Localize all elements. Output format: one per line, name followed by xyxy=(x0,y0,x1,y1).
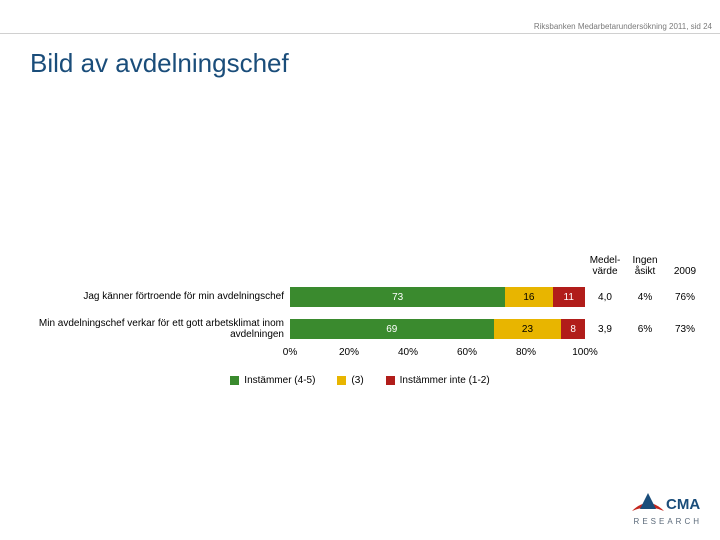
col-header-ingen-l2: åsikt xyxy=(635,266,656,277)
legend-label: Instämmer (4-5) xyxy=(244,375,315,386)
bar-track: 69238 xyxy=(290,319,585,339)
axis-tick: 0% xyxy=(283,347,297,358)
logo-subtext: RESEARCH xyxy=(634,517,702,526)
page-header: Riksbanken Medarbetarundersökning 2011, … xyxy=(0,20,720,34)
legend-label: Instämmer inte (1-2) xyxy=(400,375,490,386)
header-text: Riksbanken Medarbetarundersökning 2011, … xyxy=(534,22,712,31)
bar-segment-neutral: 16 xyxy=(505,287,552,307)
col-header-ingen-l1: Ingen xyxy=(632,255,657,266)
axis-tick: 80% xyxy=(516,347,536,358)
bar-segment-agree: 73 xyxy=(290,287,505,307)
chart-row: Min avdelningschef verkar för ett gott a… xyxy=(0,315,720,343)
col-header-medel-l2: värde xyxy=(592,266,617,277)
col-header-year: 2009 xyxy=(665,266,705,277)
bar-track: 731611 xyxy=(290,287,585,307)
bar-segment-agree: 69 xyxy=(290,319,494,339)
axis-tick: 60% xyxy=(457,347,477,358)
axis-ticks: 0%20%40%60%80%100% xyxy=(290,347,585,361)
bar-segment-disagree: 8 xyxy=(561,319,585,339)
axis-spacer xyxy=(0,347,290,361)
legend-swatch xyxy=(337,376,346,385)
cell-medel: 3,9 xyxy=(585,324,625,335)
axis-tick: 100% xyxy=(572,347,598,358)
cell-medel: 4,0 xyxy=(585,292,625,303)
cell-ingen: 4% xyxy=(625,292,665,303)
col-header-medel-l1: Medel- xyxy=(590,255,621,266)
bar-segment-disagree: 11 xyxy=(553,287,585,307)
col-header-year-l1: 2009 xyxy=(674,266,696,277)
row-label: Jag känner förtroende för min avdelnings… xyxy=(0,291,290,303)
cell-year: 76% xyxy=(665,292,705,303)
legend-label: (3) xyxy=(351,375,363,386)
col-header-ingen: Ingen åsikt xyxy=(625,255,665,277)
bar-segment-neutral: 23 xyxy=(494,319,562,339)
legend-swatch xyxy=(230,376,239,385)
legend-swatch xyxy=(386,376,395,385)
cell-ingen: 6% xyxy=(625,324,665,335)
logo-brand-text: CMA xyxy=(666,496,700,513)
chart-rows: Jag känner förtroende för min avdelnings… xyxy=(0,283,720,343)
logo-graphic: CMA xyxy=(630,489,702,519)
x-axis: 0% 20% 40% 60% 80% 100% xyxy=(0,347,720,361)
legend-item-agree: Instämmer (4-5) xyxy=(230,375,315,386)
slide-title: Bild av avdelningschef xyxy=(30,48,289,79)
column-headers: Medel- värde Ingen åsikt 2009 xyxy=(0,255,720,277)
chart-row: Jag känner förtroende för min avdelnings… xyxy=(0,283,720,311)
axis-tick: 20% xyxy=(339,347,359,358)
axis-tick: 40% xyxy=(398,347,418,358)
col-header-medel: Medel- värde xyxy=(585,255,625,277)
cma-logo: CMA RESEARCH xyxy=(630,489,702,526)
row-label: Min avdelningschef verkar för ett gott a… xyxy=(0,318,290,341)
legend-item-neutral: (3) xyxy=(337,375,363,386)
legend: Instämmer (4-5) (3) Instämmer inte (1-2) xyxy=(0,375,720,386)
legend-item-disagree: Instämmer inte (1-2) xyxy=(386,375,490,386)
cell-year: 73% xyxy=(665,324,705,335)
chart: Medel- värde Ingen åsikt 2009 Jag känner… xyxy=(0,255,720,386)
